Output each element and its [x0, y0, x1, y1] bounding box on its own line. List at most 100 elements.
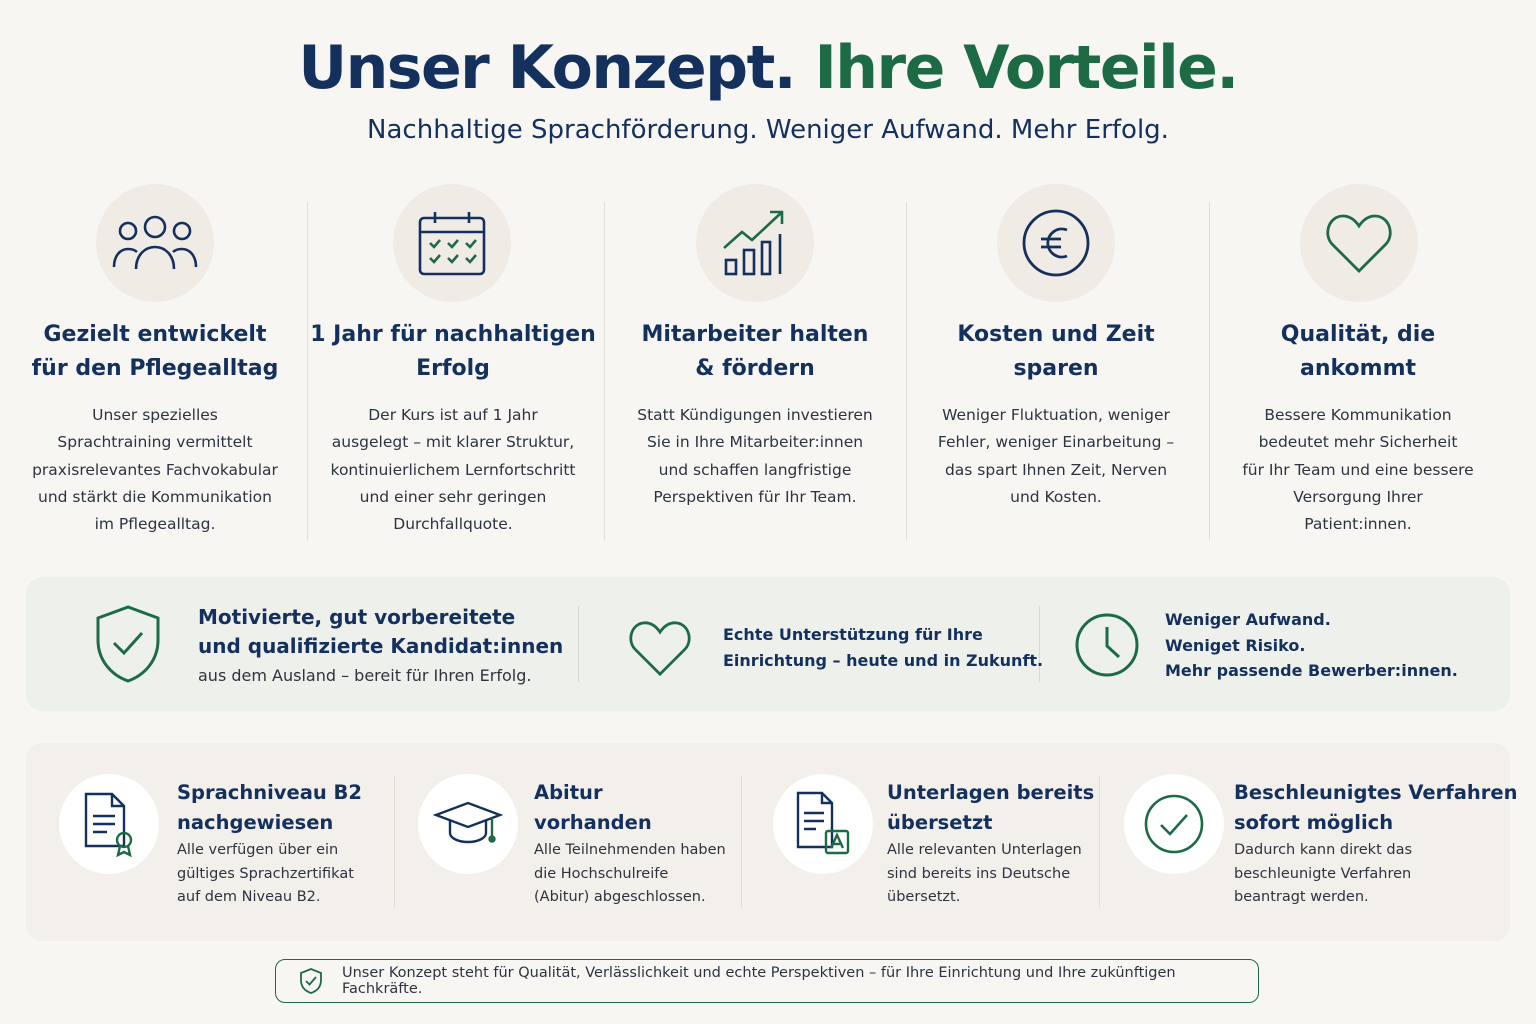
feature-text-line: kontinuierlichem Lernfortschritt — [330, 460, 576, 479]
requirement-text-line: die Hochschulreife — [534, 865, 669, 882]
feature: 1 Jahr für nachhaltigen Erfolg Der Kurs is… — [303, 318, 603, 538]
feature-title: Gezielt entwickelt für den Pflegealltag — [5, 318, 305, 386]
requirement-title: Unterlagen bereits übersetzt — [887, 778, 1094, 837]
requirement: Abitur vorhanden Alle Teilnehmenden haben d… — [534, 778, 726, 910]
feature-title-line: sparen — [1013, 356, 1099, 381]
icon-circle — [997, 184, 1115, 302]
requirement-text-line: (Abitur) abgeschlossen. — [534, 889, 706, 905]
requirement-title: Abitur vorhanden — [534, 778, 726, 837]
feature-text-line: und stärkt die Kommunikation — [38, 487, 272, 506]
divider — [741, 776, 742, 908]
feature: Mitarbeiter halten & fördern Statt Kündigu… — [605, 318, 905, 511]
feature-text: Der Kurs ist auf 1 Jahr ausgelegt – mit k… — [303, 402, 603, 538]
requirement-text: Alle verfügen über ein gültiges Sprachzer… — [177, 839, 362, 910]
feature-text: Weniger Fluktuation, weniger Fehler, weni… — [906, 402, 1206, 511]
feature: Qualität, die ankommt Bessere Kommunikatio… — [1208, 318, 1508, 538]
requirement-title-line: sofort möglich — [1234, 810, 1394, 834]
requirement: Beschleunigtes Verfahren sofort möglich Da… — [1234, 778, 1518, 910]
feature-text-line: und einer sehr geringen — [359, 487, 547, 506]
title-part: Unser Konzept. — [298, 33, 796, 103]
divider — [1209, 202, 1210, 540]
highlight-title: Motivierte, gut vorbereitete und qualifiz… — [198, 603, 563, 661]
divider — [604, 202, 605, 540]
feature-text-line: bedeutet mehr Sicherheit — [1258, 433, 1458, 452]
shield-icon — [300, 968, 322, 994]
feature-text-line: praxisrelevantes Fachvokabular — [32, 460, 278, 479]
feature-title: Mitarbeiter halten & fördern — [605, 318, 905, 386]
shield-icon — [96, 605, 160, 687]
requirement-text-line: sind bereits ins Deutsche — [887, 865, 1071, 882]
feature-title-line: Mitarbeiter halten — [641, 322, 869, 347]
divider — [1039, 606, 1040, 682]
feature-text: Unser spezielles Sprachtraining vermittel… — [5, 402, 305, 538]
divider — [394, 776, 395, 908]
feature-title-line: Gezielt entwickelt — [43, 322, 267, 347]
requirement-text-line: Alle Teilnehmenden haben — [534, 842, 726, 858]
icon-circle — [96, 184, 214, 302]
requirement-text: Alle Teilnehmenden haben die Hochschulrei… — [534, 839, 726, 910]
requirement-title: Sprachniveau B2 nachgewiesen — [177, 778, 362, 837]
icon-circle — [59, 774, 159, 874]
highlight-text: aus dem Ausland – bereit für Ihren Erfol… — [198, 661, 563, 690]
feature-title: Kosten und Zeit sparen — [906, 318, 1206, 386]
feature-text-line: Sprachtraining vermittelt — [57, 433, 253, 452]
requirement-title-line: Abitur — [534, 781, 603, 804]
highlight: Weniger Aufwand. Weniget Risiko. Mehr pass… — [1165, 607, 1458, 684]
requirement-title-line: nachgewiesen — [177, 810, 334, 834]
feature: Gezielt entwickelt für den Pflegealltag Un… — [5, 318, 305, 538]
footer-box: Unser Konzept steht für Qualität, Verläs… — [275, 959, 1259, 1003]
feature-text-line: Bessere Kommunikation — [1264, 406, 1452, 424]
divider — [906, 202, 907, 540]
feature-text-line: Weniger Fluktuation, weniger — [942, 406, 1170, 424]
icon-circle — [773, 774, 873, 874]
divider — [1099, 776, 1100, 908]
requirement-title: Beschleunigtes Verfahren sofort möglich — [1234, 778, 1518, 837]
feature-title-line: ankommt — [1299, 356, 1417, 381]
feature-text-line: Statt Kündigungen investieren — [637, 406, 873, 424]
requirement-title-line: Sprachniveau B2 — [177, 781, 362, 804]
highlight-title-line: Motivierte, gut vorbereitete — [198, 605, 516, 629]
feature-title-line: für den Pflegealltag — [31, 356, 279, 381]
highlight-text-line: aus dem Ausland – bereit für Ihren Erfol… — [198, 666, 532, 685]
icon-circle — [696, 184, 814, 302]
divider — [578, 606, 579, 682]
feature-title-line: Qualität, die — [1280, 322, 1436, 347]
heart-icon — [629, 620, 691, 680]
requirement-title-line: Unterlagen bereits — [887, 781, 1095, 804]
divider — [307, 202, 308, 540]
heart-icon — [1326, 214, 1392, 273]
calendar-icon — [418, 212, 486, 276]
feature-text-line: Durchfallquote. — [393, 515, 513, 534]
highlight-line: Einrichtung – heute und in Zukunft. — [723, 650, 1044, 670]
euro-icon — [1022, 209, 1090, 277]
feature-title: 1 Jahr für nachhaltigen Erfolg — [303, 318, 603, 386]
icon-circle — [418, 774, 518, 874]
requirement-title-line: übersetzt — [887, 810, 993, 834]
requirement-text-line: beantragt werden. — [1234, 889, 1369, 905]
feature-title-line: Erfolg — [416, 356, 490, 381]
icon-circle — [393, 184, 511, 302]
feature: Kosten und Zeit sparen Weniger Fluktuation… — [906, 318, 1206, 511]
highlight: Echte Unterstützung für Ihre Einrichtung … — [723, 622, 1043, 673]
requirement-text-line: auf dem Niveau B2. — [177, 889, 321, 905]
feature-text-line: Sie in Ihre Mitarbeiter:innen — [646, 433, 864, 452]
requirement-text-line: übersetzt. — [887, 889, 961, 905]
requirement: Unterlagen bereits übersetzt Alle relevant… — [887, 778, 1094, 910]
footer-text: Unser Konzept steht für Qualität, Verläs… — [342, 965, 1176, 997]
requirement-text-line: beschleunigte Verfahren — [1234, 865, 1412, 882]
requirement-text-line: gültiges Sprachzertifikat — [177, 865, 354, 882]
requirement-text-line: Alle verfügen über ein — [177, 842, 339, 858]
team-icon — [112, 215, 198, 270]
feature-text: Statt Kündigungen investieren Sie in Ihre… — [605, 402, 905, 511]
icon-circle — [1300, 184, 1418, 302]
highlight-line: Weniget Risiko. — [1165, 635, 1306, 655]
feature-text-line: ausgelegt – mit klarer Struktur, — [331, 433, 575, 452]
feature-title-line: 1 Jahr für nachhaltigen — [310, 322, 596, 347]
feature-title: Qualität, die ankommt — [1208, 318, 1508, 386]
feature-title-line: Kosten und Zeit — [957, 322, 1155, 347]
requirement-title-line: Beschleunigtes Verfahren — [1234, 781, 1518, 804]
feature-text-line: für Ihr Team und eine bessere — [1242, 460, 1474, 479]
requirement-text: Alle relevanten Unterlagen sind bereits i… — [887, 839, 1094, 910]
feature-text-line: und Kosten. — [1010, 487, 1102, 506]
